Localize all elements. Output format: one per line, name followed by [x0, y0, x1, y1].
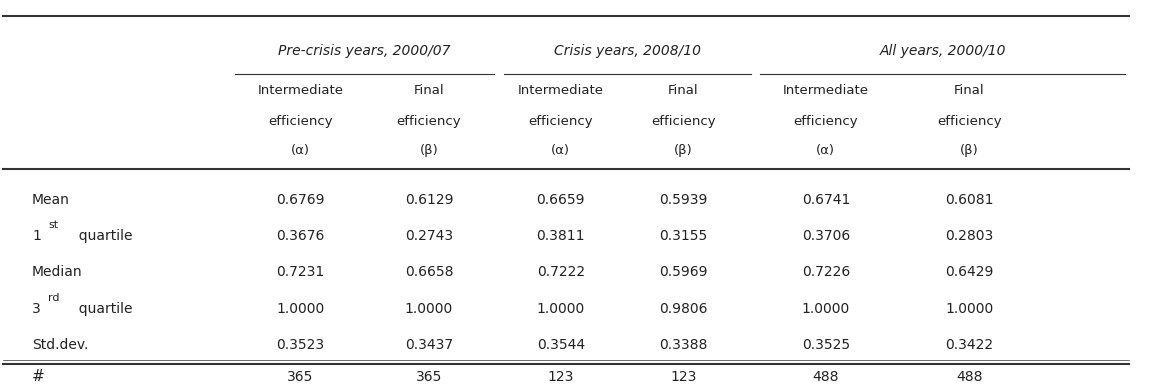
Text: rd: rd: [48, 293, 60, 303]
Text: quartile: quartile: [70, 302, 133, 316]
Text: 488: 488: [956, 370, 983, 384]
Text: 0.3422: 0.3422: [945, 338, 994, 352]
Text: Median: Median: [32, 265, 82, 279]
Text: 0.3676: 0.3676: [277, 229, 325, 243]
Text: 488: 488: [813, 370, 839, 384]
Text: Intermediate: Intermediate: [517, 84, 604, 97]
Text: Std.dev.: Std.dev.: [32, 338, 88, 352]
Text: 1.0000: 1.0000: [277, 302, 325, 316]
Text: 0.3544: 0.3544: [537, 338, 585, 352]
Text: efficiency: efficiency: [937, 115, 1002, 128]
Text: (α): (α): [291, 144, 310, 156]
Text: 0.3437: 0.3437: [405, 338, 453, 352]
Text: 0.6659: 0.6659: [536, 193, 585, 207]
Text: 0.3155: 0.3155: [659, 229, 707, 243]
Text: Final: Final: [669, 84, 699, 97]
Text: 0.6769: 0.6769: [276, 193, 325, 207]
Text: 1.0000: 1.0000: [537, 302, 585, 316]
Text: 0.2803: 0.2803: [945, 229, 994, 243]
Text: 0.7222: 0.7222: [537, 265, 585, 279]
Text: 0.3525: 0.3525: [802, 338, 850, 352]
Text: 0.3523: 0.3523: [277, 338, 325, 352]
Text: 0.9806: 0.9806: [659, 302, 707, 316]
Text: Intermediate: Intermediate: [258, 84, 344, 97]
Text: Intermediate: Intermediate: [782, 84, 869, 97]
Text: (α): (α): [816, 144, 835, 156]
Text: All years, 2000/10: All years, 2000/10: [880, 44, 1005, 58]
Text: 1.0000: 1.0000: [801, 302, 850, 316]
Text: (α): (α): [551, 144, 570, 156]
Text: (β): (β): [674, 144, 693, 156]
Text: Final: Final: [414, 84, 445, 97]
Text: Crisis years, 2008/10: Crisis years, 2008/10: [554, 44, 700, 58]
Text: 365: 365: [415, 370, 442, 384]
Text: 0.3388: 0.3388: [659, 338, 707, 352]
Text: Pre-crisis years, 2000/07: Pre-crisis years, 2000/07: [278, 44, 450, 58]
Text: 0.2743: 0.2743: [405, 229, 453, 243]
Text: efficiency: efficiency: [529, 115, 594, 128]
Text: 0.6658: 0.6658: [405, 265, 453, 279]
Text: 0.6429: 0.6429: [945, 265, 994, 279]
Text: 1: 1: [32, 229, 41, 243]
Text: efficiency: efficiency: [793, 115, 859, 128]
Text: (β): (β): [960, 144, 978, 156]
Text: 0.7226: 0.7226: [801, 265, 850, 279]
Text: 365: 365: [287, 370, 313, 384]
Text: quartile: quartile: [70, 229, 133, 243]
Text: efficiency: efficiency: [396, 115, 461, 128]
Text: (β): (β): [420, 144, 439, 156]
Text: 0.6741: 0.6741: [801, 193, 850, 207]
Text: Mean: Mean: [32, 193, 70, 207]
Text: 3: 3: [32, 302, 41, 316]
Text: 123: 123: [548, 370, 574, 384]
Text: 0.6129: 0.6129: [405, 193, 453, 207]
Text: 0.7231: 0.7231: [277, 265, 325, 279]
Text: st: st: [48, 221, 59, 230]
Text: 0.5939: 0.5939: [659, 193, 707, 207]
Text: 1.0000: 1.0000: [405, 302, 453, 316]
Text: 1.0000: 1.0000: [945, 302, 994, 316]
Text: 0.6081: 0.6081: [945, 193, 994, 207]
Text: 0.3811: 0.3811: [536, 229, 585, 243]
Text: 123: 123: [670, 370, 697, 384]
Text: efficiency: efficiency: [269, 115, 333, 128]
Text: Final: Final: [954, 84, 985, 97]
Text: 0.3706: 0.3706: [801, 229, 850, 243]
Text: #: #: [32, 370, 45, 384]
Text: 0.5969: 0.5969: [659, 265, 707, 279]
Text: efficiency: efficiency: [651, 115, 716, 128]
